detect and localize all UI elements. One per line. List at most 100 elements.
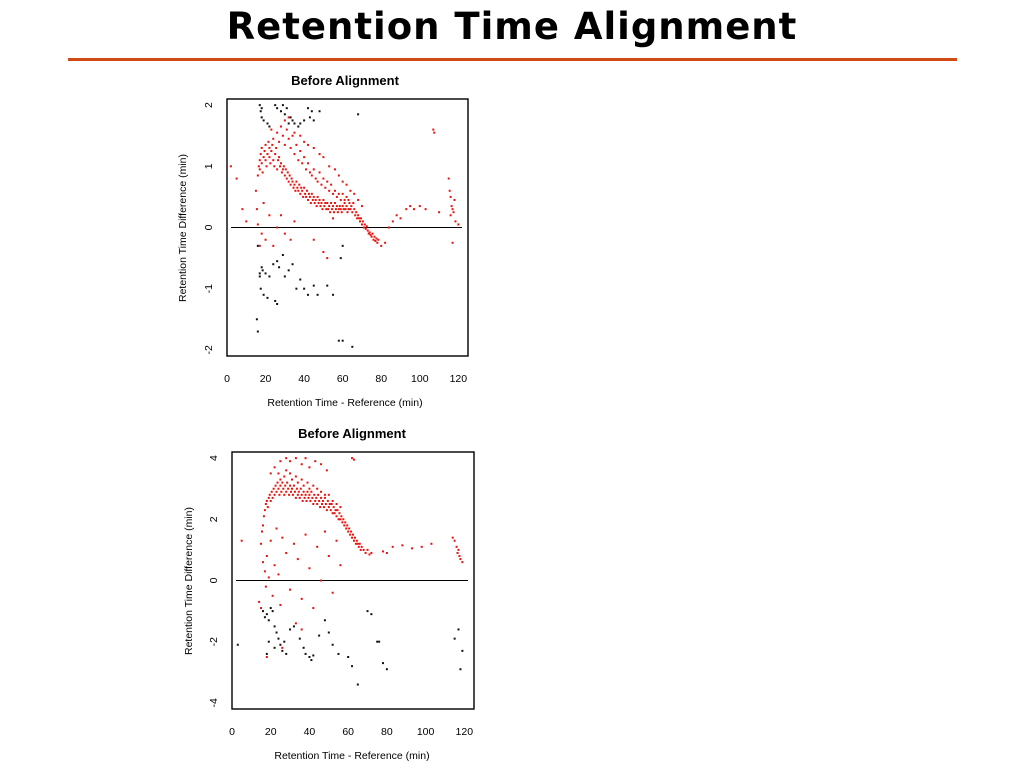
data-point-red xyxy=(265,165,268,168)
x-tick-label: 100 xyxy=(411,373,429,385)
data-point-red xyxy=(261,561,264,564)
data-point-red xyxy=(352,533,354,536)
data-point-red xyxy=(377,238,380,241)
data-point-black xyxy=(260,107,263,110)
data-point-red xyxy=(450,205,453,208)
data-point-red xyxy=(307,496,310,499)
data-point-red xyxy=(330,183,333,186)
data-point-red xyxy=(308,195,311,198)
data-point-red xyxy=(370,235,373,238)
data-point-red xyxy=(294,189,297,192)
data-point-red xyxy=(293,183,296,186)
data-point-red xyxy=(285,469,288,472)
data-point-red xyxy=(356,217,359,220)
data-point-red xyxy=(272,159,275,162)
data-point-red xyxy=(455,545,458,548)
data-point-red xyxy=(314,460,317,463)
data-point-red xyxy=(264,503,267,506)
data-point-red xyxy=(340,515,343,518)
data-point-black xyxy=(285,107,288,110)
data-point-red xyxy=(418,205,421,208)
data-point-red xyxy=(367,232,370,235)
data-point-red xyxy=(374,239,377,242)
data-point-red xyxy=(432,128,435,131)
data-point-red xyxy=(269,472,272,475)
data-point-red xyxy=(303,186,306,189)
data-point-black xyxy=(267,619,270,622)
data-point-black xyxy=(293,122,296,125)
data-point-red xyxy=(309,499,312,502)
data-point-red xyxy=(322,250,325,253)
data-point-red xyxy=(376,241,379,244)
data-point-red xyxy=(339,518,342,521)
data-point-red xyxy=(322,177,325,180)
data-point-red xyxy=(349,208,352,211)
data-point-red xyxy=(453,198,456,201)
data-point-red xyxy=(457,223,460,226)
data-point-red xyxy=(420,545,423,548)
data-point-red xyxy=(268,146,271,149)
data-point-red xyxy=(391,220,394,223)
data-point-black xyxy=(289,628,292,631)
data-point-red xyxy=(331,499,334,502)
data-point-red xyxy=(342,518,345,521)
data-point-red xyxy=(449,214,452,217)
data-point-red xyxy=(353,536,356,539)
data-point-red xyxy=(326,180,329,183)
data-point-red xyxy=(265,555,268,558)
data-point-red xyxy=(259,153,262,156)
x-tick-label: 40 xyxy=(304,726,316,738)
data-point-red xyxy=(312,607,315,610)
data-point-red xyxy=(297,490,300,493)
data-point-red xyxy=(282,487,285,490)
data-point-black xyxy=(258,272,261,275)
data-point-red xyxy=(262,156,265,159)
data-point-red xyxy=(357,198,360,201)
data-point-red xyxy=(298,183,301,186)
data-point-red xyxy=(355,539,358,542)
data-point-black xyxy=(291,119,294,122)
data-point-red xyxy=(264,585,267,588)
data-point-red xyxy=(291,493,294,496)
data-point-red xyxy=(365,225,368,228)
data-point-red xyxy=(335,539,338,542)
data-point-red xyxy=(320,579,323,582)
data-point-black xyxy=(269,607,272,610)
data-point-black xyxy=(304,652,307,655)
data-point-black xyxy=(267,640,270,643)
data-point-red xyxy=(336,211,339,214)
data-point-black xyxy=(266,296,269,299)
data-point-red xyxy=(338,205,341,208)
data-point-black xyxy=(276,260,279,263)
data-point-red xyxy=(335,205,338,208)
data-point-red xyxy=(320,183,323,186)
data-point-black xyxy=(274,104,277,107)
data-point-red xyxy=(256,174,259,177)
data-point-red xyxy=(260,542,263,545)
data-point-red xyxy=(297,159,300,162)
data-point-red xyxy=(401,544,404,547)
y-tick-label: 2 xyxy=(203,102,215,108)
title-underline xyxy=(68,58,957,61)
data-point-red xyxy=(235,177,238,180)
data-point-red xyxy=(321,503,324,506)
data-point-red xyxy=(405,208,408,211)
data-point-red xyxy=(331,208,334,211)
data-point-red xyxy=(299,192,302,195)
data-point-black xyxy=(255,318,258,321)
data-point-red xyxy=(273,493,276,496)
data-point-black xyxy=(272,263,275,266)
data-point-red xyxy=(284,484,287,487)
data-point-black xyxy=(299,278,302,281)
data-point-red xyxy=(461,561,464,564)
data-point-red xyxy=(304,192,307,195)
data-point-red xyxy=(345,183,348,186)
data-point-red xyxy=(323,530,326,533)
data-point-red xyxy=(296,493,299,496)
data-point-red xyxy=(352,539,355,542)
data-point-red xyxy=(324,503,327,506)
data-point-black xyxy=(268,125,271,128)
data-point-red xyxy=(368,231,371,234)
x-tick-label: 60 xyxy=(342,726,354,738)
